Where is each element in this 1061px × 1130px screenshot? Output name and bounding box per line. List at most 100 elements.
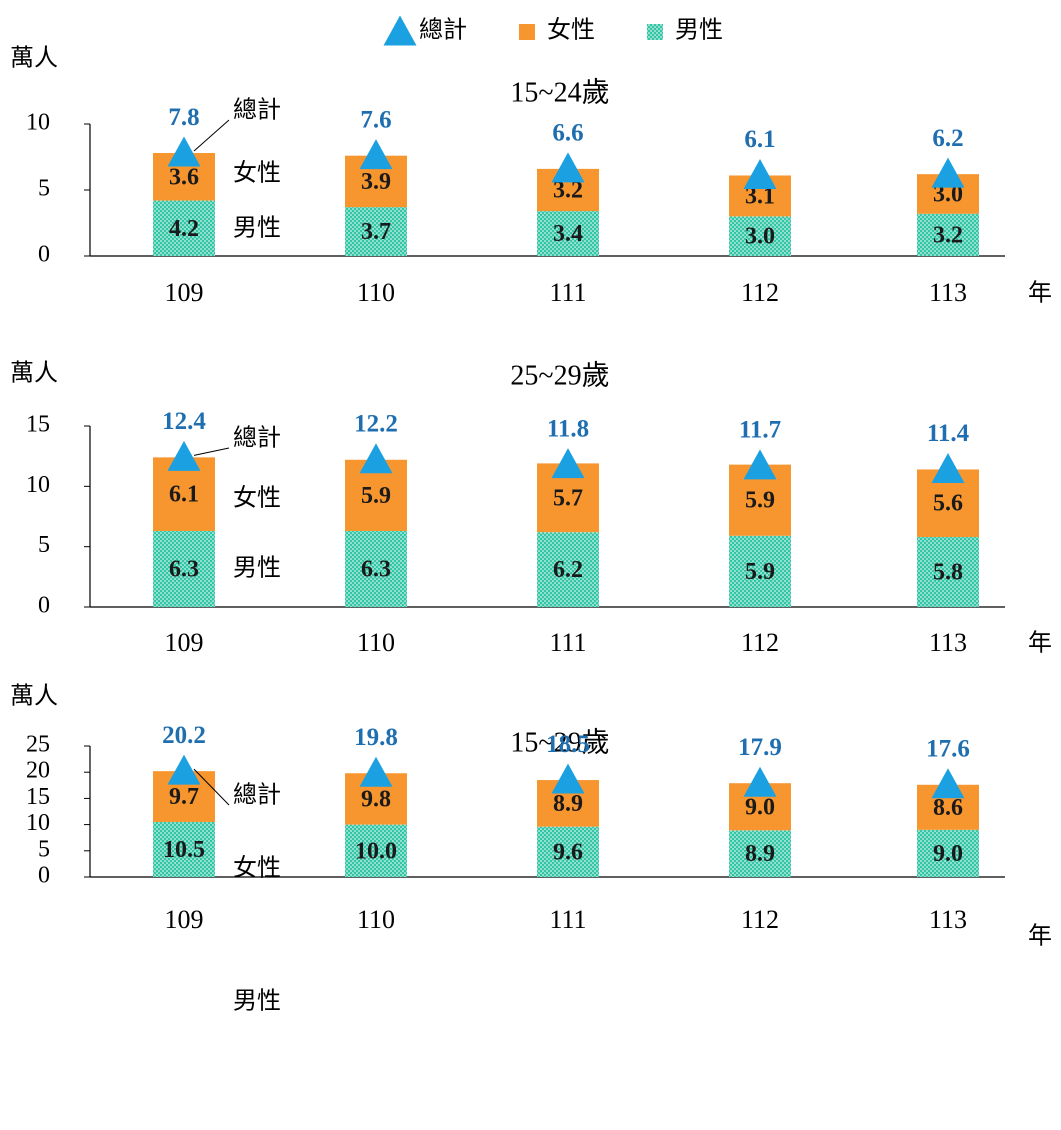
x-tick-label: 112: [741, 905, 779, 934]
total-marker: [551, 763, 585, 794]
total-marker: [931, 157, 965, 188]
value-label: 4.2: [169, 216, 199, 242]
total-marker: [167, 440, 201, 471]
total-label: 7.6: [360, 106, 391, 133]
value-label: 9.7: [169, 784, 199, 810]
value-label: 9.0: [933, 841, 963, 867]
y-tick-label: 10: [26, 810, 50, 836]
value-label: 5.7: [553, 485, 583, 511]
value-label: 8.9: [553, 791, 583, 817]
total-marker: [931, 768, 965, 799]
leader-line: [193, 119, 230, 152]
value-label: 3.4: [553, 221, 583, 247]
value-label: 5.9: [361, 483, 391, 509]
bar-segment: [537, 211, 599, 256]
chart-title: 25~29歲: [510, 359, 609, 391]
chart-title: 15~29歲: [510, 726, 609, 758]
y-tick-label: 0: [38, 593, 50, 619]
value-label: 9.8: [361, 786, 391, 812]
total-label: 6.6: [552, 120, 583, 147]
value-label: 3.7: [361, 219, 391, 245]
value-label: 9.0: [745, 794, 775, 820]
y-tick-label: 0: [38, 242, 50, 268]
legend-marker: [647, 24, 663, 40]
x-tick-label: 113: [929, 628, 967, 657]
y-axis-label: 萬人: [10, 45, 58, 72]
x-tick-label: 113: [929, 905, 967, 934]
total-marker: [743, 766, 777, 797]
series-label: 總計: [233, 97, 281, 124]
bar-segment: [729, 535, 791, 607]
value-label: 10.5: [163, 837, 205, 863]
bar-segment: [537, 826, 599, 877]
total-label: 6.1: [744, 126, 775, 153]
series-label: 男性: [233, 555, 281, 582]
y-tick-label: 0: [38, 863, 50, 889]
total-label: 19.8: [354, 724, 398, 751]
legend-label: 男性: [675, 17, 723, 44]
total-label: 17.9: [738, 734, 782, 761]
value-label: 8.9: [745, 841, 775, 867]
x-tick-label: 113: [929, 278, 967, 307]
total-label: 12.2: [354, 411, 398, 438]
series-label: 女性: [233, 855, 281, 882]
value-label: 6.3: [361, 556, 391, 582]
chart-title: 15~24歲: [510, 76, 609, 108]
bar-segment: [729, 216, 791, 256]
value-label: 5.8: [933, 560, 963, 586]
x-tick-label: 112: [741, 628, 779, 657]
value-label: 3.0: [745, 224, 775, 250]
value-label: 9.6: [553, 839, 583, 865]
y-tick-label: 20: [26, 758, 50, 784]
x-tick-label: 111: [549, 905, 586, 934]
bar-segment: [917, 213, 979, 256]
x-tick-label: 111: [549, 628, 586, 657]
value-label: 6.1: [169, 482, 199, 508]
total-marker: [743, 158, 777, 189]
leader-line: [193, 768, 230, 806]
value-label: 10.0: [355, 838, 397, 864]
value-label: 3.6: [169, 164, 199, 190]
x-tick-label: 109: [165, 278, 204, 307]
total-marker: [359, 756, 393, 787]
y-tick-label: 5: [38, 532, 50, 558]
legend-label: 總計: [419, 17, 467, 44]
x-tick-label: 110: [357, 905, 395, 934]
bar-segment: [345, 207, 407, 256]
x-tick-label: 109: [165, 905, 204, 934]
y-tick-label: 25: [26, 732, 50, 758]
value-label: 5.9: [745, 559, 775, 585]
series-label: 男性: [233, 988, 281, 1015]
x-tick-label: 110: [357, 628, 395, 657]
bar-segment: [917, 829, 979, 877]
total-marker: [167, 754, 201, 785]
total-marker: [743, 449, 777, 480]
bar-segment: [537, 532, 599, 607]
x-axis-label: 年: [1028, 923, 1052, 950]
bar-segment: [345, 530, 407, 607]
x-axis-label: 年: [1028, 630, 1052, 657]
total-label: 12.4: [162, 408, 206, 435]
legend-marker: [383, 15, 417, 46]
total-label: 6.2: [932, 125, 963, 152]
leader-line: [193, 447, 230, 456]
bar-segment: [917, 537, 979, 607]
series-label: 總計: [233, 782, 281, 809]
total-label: 7.8: [168, 104, 199, 131]
value-label: 8.6: [933, 795, 963, 821]
series-label: 總計: [233, 425, 281, 452]
x-tick-label: 112: [741, 278, 779, 307]
y-tick-label: 15: [26, 412, 50, 438]
bar-segment: [153, 821, 215, 877]
total-label: 11.7: [739, 417, 781, 444]
value-label: 5.9: [745, 488, 775, 514]
y-tick-label: 5: [38, 176, 50, 202]
x-axis-label: 年: [1028, 280, 1052, 307]
total-label: 18.5: [546, 731, 590, 758]
x-tick-label: 111: [549, 278, 586, 307]
total-label: 20.2: [162, 722, 206, 749]
y-tick-label: 5: [38, 836, 50, 862]
total-label: 17.6: [926, 736, 970, 763]
value-label: 3.2: [933, 222, 963, 248]
total-marker: [167, 136, 201, 167]
